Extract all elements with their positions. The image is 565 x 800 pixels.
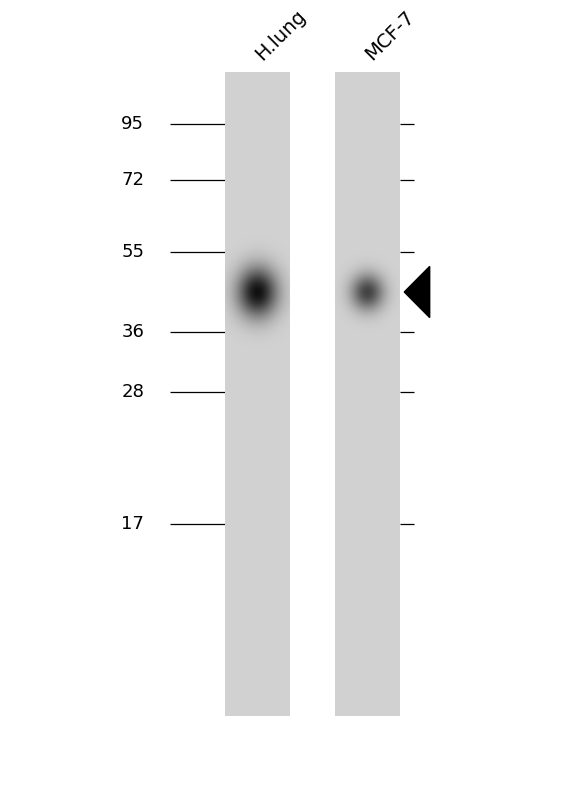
Text: MCF-7: MCF-7 bbox=[362, 7, 418, 64]
Text: 55: 55 bbox=[121, 243, 144, 261]
Bar bbox=[334, 72, 399, 716]
Text: H.lung: H.lung bbox=[251, 6, 309, 64]
Polygon shape bbox=[405, 266, 430, 318]
Text: 28: 28 bbox=[121, 383, 144, 401]
Text: 17: 17 bbox=[121, 515, 144, 533]
Text: 95: 95 bbox=[121, 115, 144, 133]
Text: 72: 72 bbox=[121, 171, 144, 189]
Text: 36: 36 bbox=[121, 323, 144, 341]
Bar bbox=[225, 72, 289, 716]
